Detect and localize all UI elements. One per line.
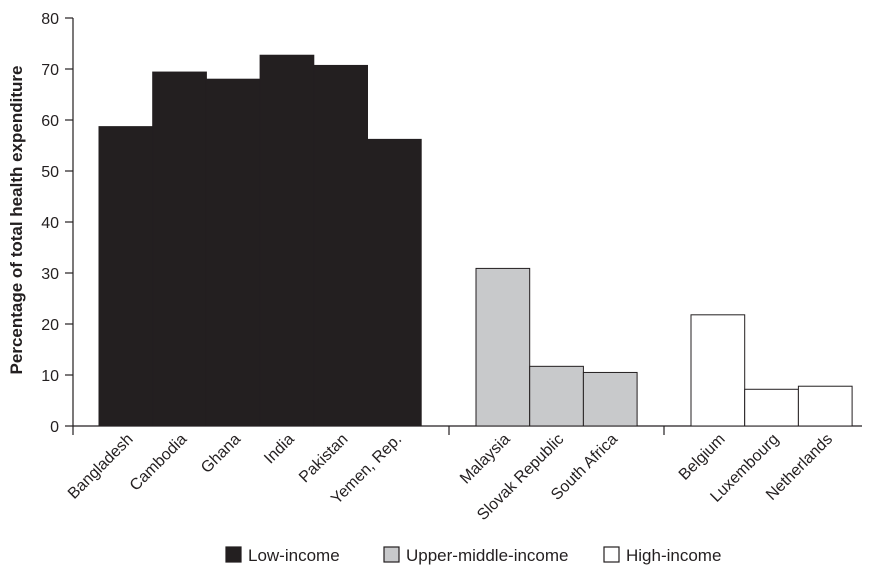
y-tick-label: 50 <box>41 164 59 181</box>
y-tick-label: 40 <box>41 215 59 232</box>
bar-malaysia <box>475 267 531 427</box>
bar-luxembourg <box>744 388 799 427</box>
y-tick-label: 0 <box>50 419 59 436</box>
x-tick-label-malaysia: Malaysia <box>457 431 514 488</box>
x-tick-label-bangladesh: Bangladesh <box>65 431 137 503</box>
legend-swatch <box>383 546 400 563</box>
x-tick-label-cambodia: Cambodia <box>127 431 191 495</box>
bar-ghana <box>205 78 261 427</box>
bar-south-africa <box>582 371 638 427</box>
bar-netherlands <box>797 385 853 427</box>
legend-label: High-income <box>626 546 721 565</box>
x-tick-label-india: India <box>261 431 298 468</box>
bar-yemen-rep <box>367 138 422 427</box>
bar-slovak-republic <box>529 365 584 427</box>
bar-bangladesh <box>98 126 154 427</box>
bar-pakistan <box>313 64 368 427</box>
y-axis-title: Percentage of total health expenditure <box>7 66 26 375</box>
x-tick-label-belgium: Belgium <box>676 431 729 484</box>
legend-item-upper-middle-income: Upper-middle-income <box>383 546 569 565</box>
legend-label: Upper-middle-income <box>406 546 569 565</box>
legend-item-low-income: Low-income <box>225 546 340 565</box>
x-tick-label-ghana: Ghana <box>198 431 244 477</box>
legend-swatch <box>225 546 242 563</box>
legend-item-high-income: High-income <box>603 546 721 565</box>
x-axis <box>72 425 862 435</box>
x-tick-label-pakistan: Pakistan <box>296 431 351 486</box>
y-tick-label: 80 <box>41 11 59 28</box>
y-tick-label: 10 <box>41 368 59 385</box>
y-tick-label: 30 <box>41 266 59 283</box>
bar-india <box>259 54 315 427</box>
bars <box>98 54 853 427</box>
y-axis: 0 10 20 30 40 50 60 70 80 <box>41 11 74 436</box>
y-tick-label: 70 <box>41 62 59 79</box>
legend-swatch <box>603 546 620 563</box>
y-tick-label: 60 <box>41 113 59 130</box>
legend: Low-income Upper-middle-income High-income <box>225 546 721 565</box>
legend-label: Low-income <box>248 546 340 565</box>
bar-belgium <box>690 314 746 427</box>
y-tick-label: 20 <box>41 317 59 334</box>
bar-cambodia <box>152 71 207 427</box>
